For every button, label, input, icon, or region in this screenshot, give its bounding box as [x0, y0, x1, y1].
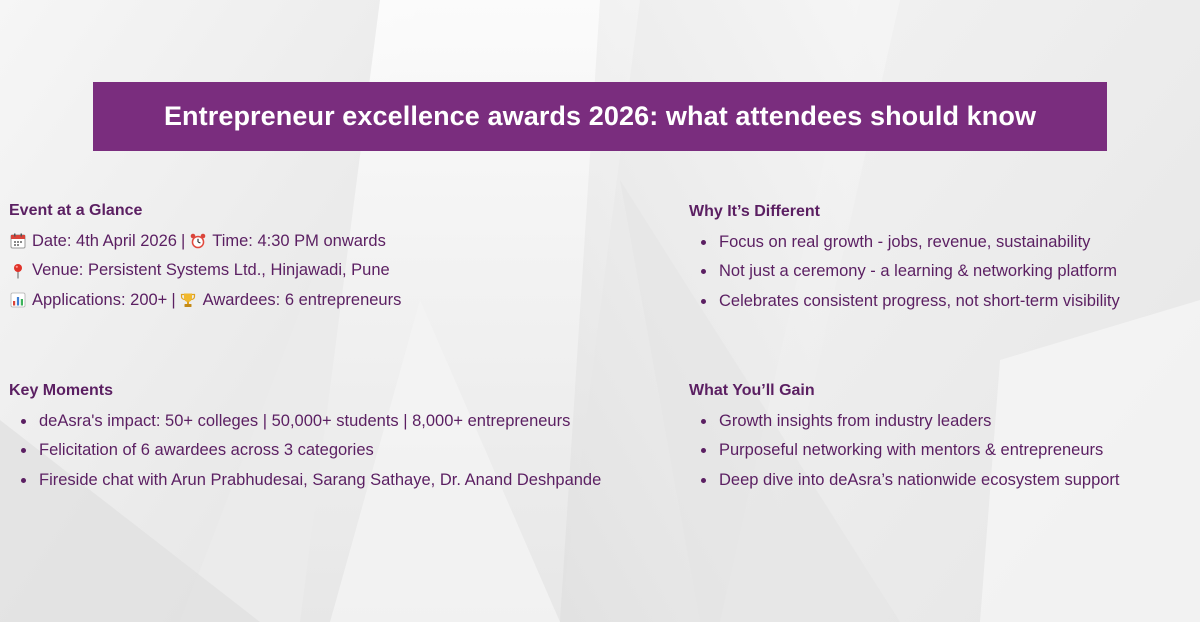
title-banner: Entrepreneur excellence awards 2026: wha… — [93, 82, 1107, 151]
calendar-icon — [9, 233, 26, 250]
list-item: Fireside chat with Arun Prabhudesai, Sar… — [9, 471, 601, 490]
event-venue: Venue: Persistent Systems Ltd., Hinjawad… — [32, 261, 390, 279]
list-item: Deep dive into deAsra’s nationwide ecosy… — [689, 471, 1120, 490]
list-item: deAsra's impact: 50+ colleges | 50,000+ … — [9, 412, 601, 431]
key-moments-section: Key Moments deAsra's impact: 50+ college… — [9, 381, 601, 490]
list-item: Focus on real growth - jobs, revenue, su… — [689, 233, 1120, 252]
applications-awardees-line: Applications: 200+ | Awardees: 6 entrepr… — [9, 291, 401, 310]
list-item-text: Not just a ceremony - a learning & netwo… — [719, 262, 1118, 280]
date-time-line: Date: 4th April 2026 | Time: 4:30 PM onw… — [9, 232, 401, 251]
list-item: Felicitation of 6 awardees across 3 cate… — [9, 441, 601, 460]
bar-chart-icon — [9, 292, 26, 309]
trophy-icon — [180, 292, 197, 309]
bullet-icon — [21, 418, 26, 424]
bullet-icon — [21, 448, 26, 453]
section-heading: Why It’s Different — [689, 203, 820, 220]
list-item-text: Purposeful networking with mentors & ent… — [719, 441, 1104, 459]
event-date: Date: 4th April 2026 — [32, 231, 177, 250]
list-item: Not just a ceremony - a learning & netwo… — [689, 262, 1120, 281]
separator: | — [180, 231, 186, 250]
awardees-count: Awardees: 6 entrepreneurs — [202, 290, 402, 309]
page-title: Entrepreneur excellence awards 2026: wha… — [163, 101, 1037, 131]
bullet-icon — [701, 298, 706, 304]
list-item-text: Fireside chat with Arun Prabhudesai, Sar… — [39, 470, 602, 489]
bullet-icon — [701, 477, 706, 483]
section-heading: Key Moments — [9, 382, 114, 399]
list-item-text: Growth insights from industry leaders — [719, 411, 992, 430]
list-item: Growth insights from industry leaders — [689, 412, 1120, 431]
list-item: Celebrates consistent progress, not shor… — [689, 292, 1120, 311]
list-item: Purposeful networking with mentors & ent… — [689, 441, 1120, 460]
alarm-clock-icon — [189, 233, 206, 250]
applications-count: Applications: 200+ — [32, 290, 168, 309]
event-time: Time: 4:30 PM onwards — [212, 231, 386, 250]
bullet-icon — [701, 418, 706, 424]
what-youll-gain-section: What You’ll Gain Growth insights from in… — [689, 381, 1120, 490]
list-item-text: Felicitation of 6 awardees across 3 cate… — [39, 441, 374, 459]
list-item-text: Focus on real growth - jobs, revenue, su… — [719, 232, 1091, 251]
bullet-icon — [701, 239, 706, 245]
separator: | — [171, 290, 176, 309]
section-heading: Event at a Glance — [9, 202, 143, 219]
bullet-icon — [701, 269, 706, 274]
bullet-icon — [701, 448, 706, 453]
list-item-text: Deep dive into deAsra’s nationwide ecosy… — [719, 470, 1120, 489]
bullet-icon — [21, 477, 26, 483]
section-heading: What You’ll Gain — [689, 382, 815, 399]
list-item-text: deAsra's impact: 50+ colleges | 50,000+ … — [39, 411, 571, 430]
list-item-text: Celebrates consistent progress, not shor… — [719, 291, 1120, 310]
location-pin-icon — [9, 262, 26, 279]
event-at-a-glance-section: Event at a Glance Date: 4th April 2026 | — [9, 201, 401, 310]
venue-line: Venue: Persistent Systems Ltd., Hinjawad… — [9, 261, 401, 280]
why-its-different-section: Why It’s Different Focus on real growth … — [689, 202, 1120, 311]
